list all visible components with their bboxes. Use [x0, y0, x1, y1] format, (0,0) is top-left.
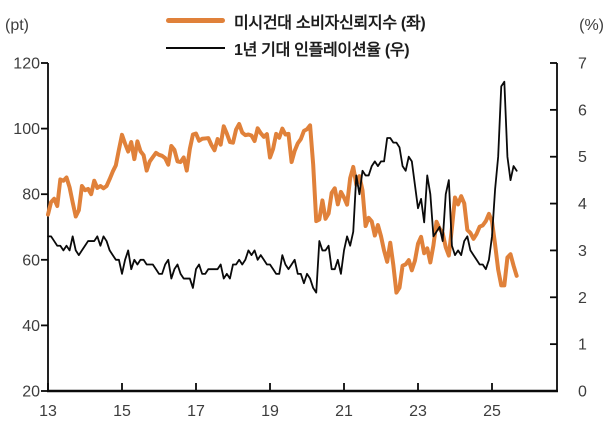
right-tick-label: 3 — [578, 243, 587, 260]
right-tick-label: 7 — [578, 56, 587, 73]
legend-label-sentiment: 미시건대 소비자신뢰지수 (좌) — [234, 14, 426, 32]
x-tick-label: 15 — [113, 403, 131, 420]
axes — [41, 62, 558, 393]
right-tick-label: 0 — [578, 384, 587, 401]
x-tick-label: 23 — [409, 403, 427, 420]
x-tick-label: 21 — [335, 403, 353, 420]
right-axis-unit: (%) — [579, 17, 604, 34]
left-tick-label: 40 — [22, 318, 40, 335]
series-lines — [46, 80, 519, 295]
legend-item-sentiment: 미시건대 소비자신뢰지수 (좌) — [166, 7, 426, 34]
inflation-line — [47, 80, 518, 294]
legend: 미시건대 소비자신뢰지수 (좌) 1년 기대 인플레이션율 (우) — [166, 7, 426, 61]
left-tick-label: 120 — [13, 56, 40, 73]
legend-line-inflation — [166, 46, 225, 49]
sentiment-line — [46, 122, 519, 295]
legend-line-sentiment — [166, 18, 225, 23]
legend-item-inflation: 1년 기대 인플레이션율 (우) — [166, 34, 425, 61]
right-tick-label: 4 — [578, 196, 587, 213]
left-tick-label: 20 — [22, 384, 40, 401]
left-axis-unit: (pt) — [5, 17, 29, 34]
x-tick-label: 19 — [261, 403, 279, 420]
x-tick-label: 13 — [39, 403, 57, 420]
legend-label-inflation: 1년 기대 인플레이션율 (우) — [234, 41, 410, 59]
right-tick-label: 6 — [578, 102, 587, 119]
x-tick-label: 25 — [483, 403, 501, 420]
left-tick-label: 60 — [22, 252, 40, 269]
x-tick-label: 17 — [187, 403, 205, 420]
left-tick-label: 80 — [22, 187, 40, 204]
left-tick-label: 100 — [13, 121, 40, 138]
right-tick-label: 2 — [578, 290, 587, 307]
right-tick-label: 5 — [578, 149, 587, 166]
right-tick-label: 1 — [578, 337, 587, 354]
